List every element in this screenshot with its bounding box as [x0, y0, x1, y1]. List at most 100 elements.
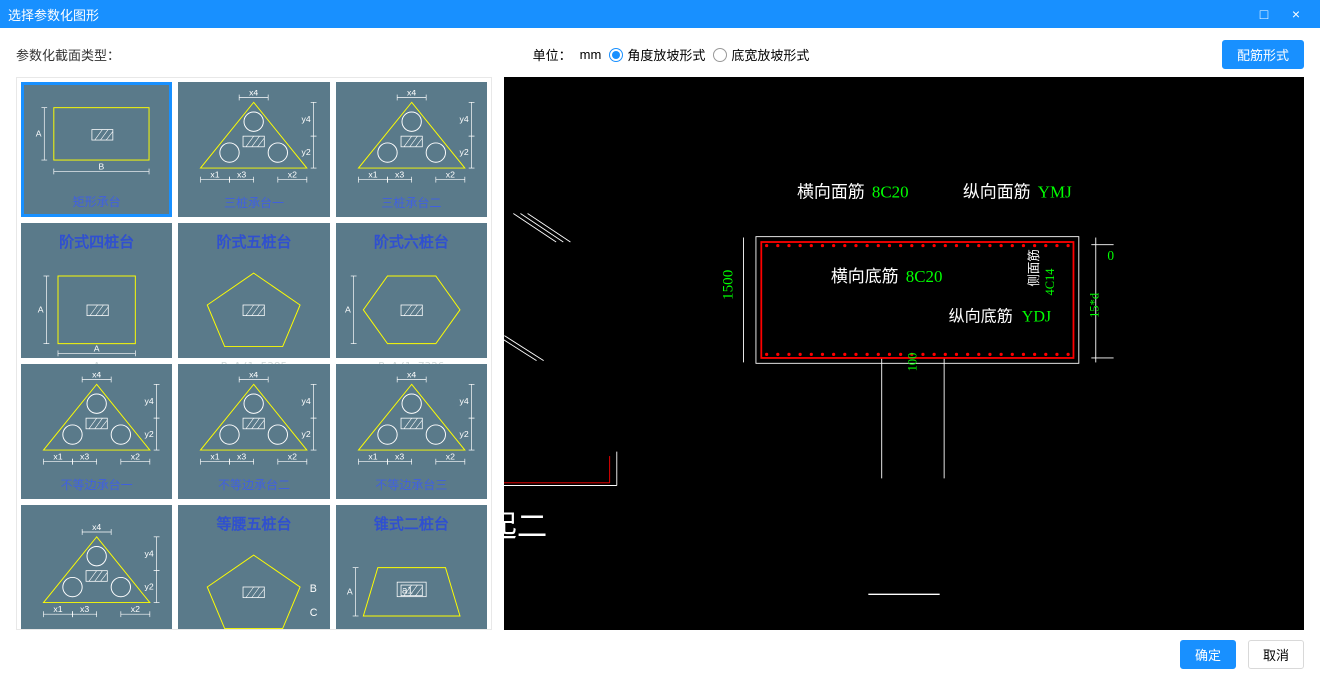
- thumbnail-item[interactable]: 阶式五桩台B=A/1.5385: [178, 223, 329, 358]
- thumbnail-item[interactable]: x4x1x3x2y4y2三桩承台二: [336, 82, 487, 217]
- unit-label: 单位：: [533, 45, 572, 64]
- radio-angle-slope[interactable]: 角度放坡形式: [609, 45, 705, 64]
- svg-text:1500: 1500: [720, 270, 737, 300]
- maximize-button[interactable]: □: [1248, 6, 1280, 22]
- thumbnail-item[interactable]: x4x1x3x2y4y2不等边承台三: [336, 364, 487, 499]
- svg-text:A: A: [36, 129, 42, 139]
- footer: 确定 取消: [0, 630, 1320, 679]
- svg-text:x2: x2: [131, 452, 140, 462]
- svg-text:A: A: [347, 587, 353, 597]
- content-area: AB矩形承台x4x1x3x2y4y2三桩承台一x4x1x3x2y4y2三桩承台二…: [0, 69, 1320, 630]
- titlebar: 选择参数化图形 □ ×: [0, 0, 1320, 28]
- svg-text:x3: x3: [80, 604, 89, 614]
- svg-text:x4: x4: [407, 90, 416, 98]
- thumbnail-item[interactable]: 阶式四桩台 AAA: [21, 223, 172, 358]
- svg-text:YMJ: YMJ: [1038, 182, 1072, 201]
- svg-text:0: 0: [1107, 248, 1114, 263]
- thumbnail-gallery[interactable]: AB矩形承台x4x1x3x2y4y2三桩承台一x4x1x3x2y4y2三桩承台二…: [16, 77, 492, 630]
- svg-text:4C14: 4C14: [1043, 268, 1057, 296]
- thumb-canvas: a1 A: [344, 542, 479, 630]
- thumb-canvas: x4x1x3x2y4y2: [344, 372, 479, 474]
- thumbnail-item[interactable]: x4x1x3x2y4y2不等边承台二: [178, 364, 329, 499]
- svg-text:x1: x1: [211, 452, 220, 462]
- svg-text:A: A: [38, 305, 44, 315]
- svg-text:y2: y2: [145, 582, 154, 592]
- svg-text:x1: x1: [368, 452, 377, 462]
- thumbnail-item[interactable]: 锥式二桩台 a1 A: [336, 505, 487, 630]
- svg-text:x3: x3: [237, 170, 246, 180]
- radio-dot-icon: [713, 48, 727, 62]
- thumb-canvas: x4 x1 x3 x2 y4 y2: [29, 372, 164, 474]
- svg-text:y4: y4: [145, 549, 154, 559]
- svg-text:y2: y2: [145, 429, 154, 439]
- svg-text:a1: a1: [402, 586, 413, 597]
- svg-text:y4: y4: [145, 396, 154, 406]
- thumbnail-item[interactable]: 等腰五桩台 BC: [178, 505, 329, 630]
- rebar-mode-button[interactable]: 配筋形式: [1222, 40, 1304, 69]
- thumb-label: 矩形承台: [24, 191, 169, 214]
- svg-text:15*d: 15*d: [1087, 292, 1101, 318]
- svg-text:x3: x3: [395, 452, 404, 462]
- thumbnail-item[interactable]: x4x1x3x2y4y2三桩承台一: [178, 82, 329, 217]
- dialog-window: 选择参数化图形 □ × 参数化截面类型： 单位： mm 角度放坡形式 底宽放坡形…: [0, 0, 1320, 679]
- thumb-title: 阶式四桩台: [23, 225, 170, 254]
- thumb-canvas: x4x1x3x2y4y2: [186, 90, 321, 192]
- svg-text:B: B: [310, 583, 317, 595]
- thumb-label: 不等边承台二: [180, 474, 327, 497]
- cancel-button[interactable]: 取消: [1248, 640, 1304, 669]
- svg-text:x1: x1: [53, 604, 62, 614]
- svg-text:x2: x2: [288, 170, 297, 180]
- thumb-canvas: AA: [29, 260, 164, 360]
- svg-text:横向面筋: 横向面筋: [797, 182, 865, 201]
- svg-text:纵向底筋: 纵向底筋: [949, 307, 1013, 325]
- thumb-canvas: x4x1x3x2y4y2: [186, 372, 321, 474]
- svg-text:侧面筋: 侧面筋: [1026, 249, 1041, 286]
- radio-bottom-width-slope[interactable]: 底宽放坡形式: [713, 45, 809, 64]
- thumb-canvas: BC: [186, 542, 321, 630]
- svg-text:x4: x4: [92, 522, 101, 532]
- svg-text:y2: y2: [459, 429, 468, 439]
- svg-text:y4: y4: [302, 114, 311, 124]
- section-type-label: 参数化截面类型：: [16, 45, 120, 64]
- svg-text:x4: x4: [249, 372, 258, 380]
- thumbnail-item[interactable]: 阶式六桩台AB=A/1.7326: [336, 223, 487, 358]
- svg-text:x1: x1: [211, 170, 220, 180]
- svg-text:100: 100: [905, 353, 919, 372]
- thumb-title: 等腰五桩台: [180, 507, 327, 536]
- thumb-title: 阶式五桩台: [180, 225, 327, 254]
- svg-text:x2: x2: [445, 170, 454, 180]
- thumb-canvas: x4 x1 x3 x2 y4 y2: [29, 513, 164, 630]
- svg-text:y4: y4: [459, 396, 468, 406]
- ok-button[interactable]: 确定: [1180, 640, 1236, 669]
- thumbnail-item[interactable]: AB矩形承台: [21, 82, 172, 217]
- thumb-canvas: x4x1x3x2y4y2: [344, 90, 479, 192]
- svg-text:x3: x3: [395, 170, 404, 180]
- thumb-canvas: AB: [30, 91, 163, 191]
- thumb-label: 不等边承台一: [23, 474, 170, 497]
- close-button[interactable]: ×: [1280, 6, 1312, 22]
- svg-text:x2: x2: [131, 604, 140, 614]
- svg-text:y2: y2: [302, 429, 311, 439]
- toolbar: 参数化截面类型： 单位： mm 角度放坡形式 底宽放坡形式 配筋形式: [0, 28, 1320, 69]
- svg-text:x2: x2: [445, 452, 454, 462]
- svg-text:y2: y2: [302, 147, 311, 157]
- preview-canvas[interactable]: 横向面筋8C20纵向面筋YMJ横向底筋8C20纵向底筋YDJ侧面筋4C14150…: [504, 77, 1304, 630]
- svg-text:A: A: [94, 343, 100, 353]
- svg-text:x3: x3: [80, 452, 89, 462]
- radio-bottom-label: 底宽放坡形式: [731, 45, 809, 64]
- thumb-title: 锥式二桩台: [338, 507, 485, 536]
- thumb-canvas: [186, 260, 321, 360]
- svg-text:y2: y2: [459, 147, 468, 157]
- thumb-label: 三桩承台二: [338, 192, 485, 215]
- radio-angle-label: 角度放坡形式: [627, 45, 705, 64]
- svg-text:x3: x3: [237, 452, 246, 462]
- svg-text:x4: x4: [92, 372, 101, 380]
- svg-text:8C20: 8C20: [872, 182, 909, 201]
- svg-text:B: B: [99, 162, 105, 172]
- unit-value: mm: [580, 47, 602, 62]
- thumb-title: 阶式六桩台: [338, 225, 485, 254]
- thumbnail-item[interactable]: x4 x1 x3 x2 y4 y2 不等边承台一: [21, 364, 172, 499]
- thumbnail-item[interactable]: x4 x1 x3 x2 y4 y2: [21, 505, 172, 630]
- svg-text:横向底筋: 横向底筋: [831, 267, 899, 286]
- svg-text:x1: x1: [53, 452, 62, 462]
